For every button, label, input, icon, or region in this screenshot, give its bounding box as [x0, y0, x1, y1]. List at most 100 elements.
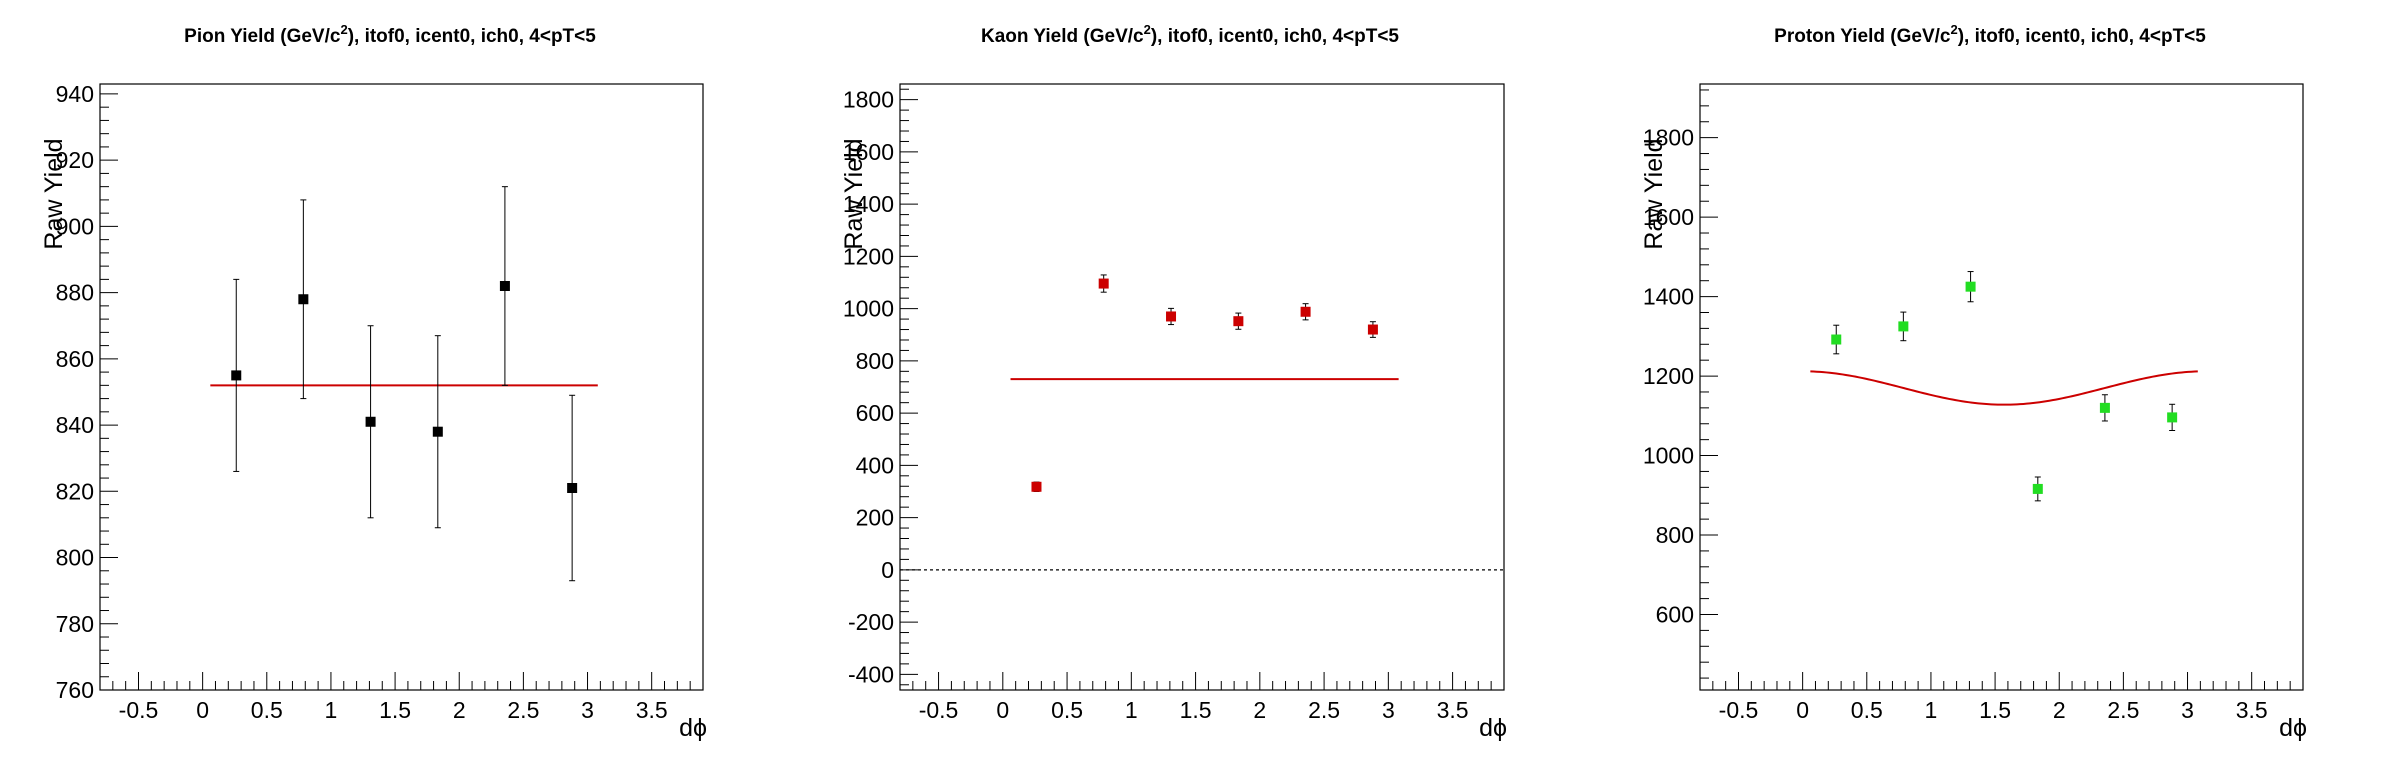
data-point: [2167, 412, 2178, 423]
plot-frame: [99, 83, 704, 691]
y-tick-label: 820: [56, 478, 94, 504]
chart-title-superscript: 2: [1950, 22, 1957, 37]
y-tick-label: 880: [56, 280, 94, 306]
plot-frame: [899, 83, 1505, 691]
y-tick-label: 800: [856, 348, 894, 374]
y-tick-label: 200: [856, 505, 894, 531]
chart-title-part: Pion Yield (GeV/c: [184, 26, 341, 47]
x-tick-label: 0: [196, 697, 209, 723]
x-tick-label: 3: [2181, 697, 2194, 723]
chart-title: Pion Yield (GeV/c2), itof0, icent0, ich0…: [184, 22, 596, 47]
y-tick-label: 600: [856, 400, 894, 426]
y-tick-label: 840: [56, 412, 94, 438]
y-tick-label: 900: [56, 213, 94, 239]
plot-frame: [1699, 83, 2304, 691]
data-point: [1300, 306, 1311, 317]
y-tick-label: 400: [856, 452, 894, 478]
y-tick-label: 940: [56, 81, 94, 107]
chart-title-superscript: 2: [340, 22, 347, 37]
x-tick-label: 3.5: [2236, 697, 2268, 723]
data-point: [1898, 321, 1909, 332]
chart-title-superscript: 2: [1144, 22, 1151, 37]
chart-title-part: Kaon Yield (GeV/c: [981, 26, 1144, 47]
y-tick-label: 800: [1656, 522, 1694, 548]
data-point: [298, 294, 309, 305]
x-tick-label: 2: [2053, 697, 2066, 723]
y-tick-label: 600: [1656, 601, 1694, 627]
y-tick-label: 860: [56, 346, 94, 372]
data-point: [1965, 281, 1976, 292]
chart-title-part: ), itof0, icent0, ich0, 4<pT<5: [1958, 26, 2207, 47]
y-tick-label: 0: [881, 557, 894, 583]
data-point: [1367, 324, 1378, 335]
chart-title: Kaon Yield (GeV/c2), itof0, icent0, ich0…: [981, 22, 1399, 47]
x-tick-label: 3.5: [636, 697, 668, 723]
x-tick-label: 1.5: [379, 697, 411, 723]
chart-panel-2: Kaon Yield (GeV/c2), itof0, icent0, ich0…: [840, 22, 1507, 742]
y-axis-label: Raw Yield: [40, 138, 68, 249]
y-tick-label: -200: [848, 609, 894, 635]
y-tick-label: 1000: [1643, 443, 1694, 469]
data-point: [365, 416, 376, 427]
x-tick-label: 2: [453, 697, 466, 723]
x-tick-label: 0.5: [1851, 697, 1883, 723]
y-tick-label: 760: [56, 677, 94, 703]
data-point: [432, 426, 443, 437]
x-tick-label: 1: [325, 697, 338, 723]
x-tick-label: 3.5: [1437, 697, 1469, 723]
y-tick-label: 1600: [843, 139, 894, 165]
y-tick-label: 780: [56, 611, 94, 637]
x-tick-label: -0.5: [1719, 697, 1759, 723]
x-tick-label: 0: [1796, 697, 1809, 723]
chart-title-part: Proton Yield (GeV/c: [1774, 26, 1951, 47]
y-axis-label: Raw Yield: [840, 138, 868, 249]
chart-title-part: ), itof0, icent0, ich0, 4<pT<5: [348, 26, 597, 47]
y-tick-label: 1200: [843, 243, 894, 269]
y-tick-label: 920: [56, 147, 94, 173]
x-tick-label: -0.5: [119, 697, 159, 723]
x-tick-label: 2.5: [1308, 697, 1340, 723]
chart-title-part: ), itof0, icent0, ich0, 4<pT<5: [1151, 26, 1400, 47]
y-tick-label: 800: [56, 545, 94, 571]
x-tick-label: 1.5: [1979, 697, 2011, 723]
x-tick-label: 0: [996, 697, 1009, 723]
data-point: [1098, 278, 1109, 289]
x-tick-label: 2.5: [507, 697, 539, 723]
chart-panel-3: Proton Yield (GeV/c2), itof0, icent0, ic…: [1640, 22, 2307, 742]
data-point: [1166, 311, 1177, 322]
x-tick-label: 0.5: [251, 697, 283, 723]
y-tick-label: 1200: [1643, 363, 1694, 389]
data-point: [499, 281, 510, 291]
x-tick-label: 1: [1925, 697, 1938, 723]
x-tick-label: 1.5: [1180, 697, 1212, 723]
fit-curve: [1810, 370, 2198, 406]
x-tick-label: 3: [1382, 697, 1395, 723]
y-tick-label: 1000: [843, 296, 894, 322]
x-tick-label: 2: [1253, 697, 1266, 723]
chart-panel-1: Pion Yield (GeV/c2), itof0, icent0, ich0…: [40, 22, 707, 742]
y-axis-label: Raw Yield: [1640, 138, 1668, 249]
y-tick-label: 1400: [1643, 284, 1694, 310]
x-tick-label: -0.5: [919, 697, 959, 723]
chart-title: Proton Yield (GeV/c2), itof0, icent0, ic…: [1774, 22, 2206, 47]
y-tick-label: -400: [848, 661, 894, 687]
x-axis-label: dϕ: [1479, 714, 1507, 742]
data-point: [567, 483, 578, 493]
x-tick-label: 1: [1125, 697, 1138, 723]
y-tick-label: 1800: [1643, 125, 1694, 151]
data-point: [2032, 483, 2043, 494]
x-tick-label: 3: [581, 697, 594, 723]
x-axis-label: dϕ: [2279, 714, 2307, 742]
data-point: [1031, 481, 1042, 492]
y-tick-label: 1800: [843, 87, 894, 113]
y-tick-label: 1400: [843, 191, 894, 217]
x-axis-label: dϕ: [679, 714, 707, 742]
x-tick-label: 0.5: [1051, 697, 1083, 723]
y-tick-label: 1600: [1643, 204, 1694, 230]
data-point: [2099, 402, 2110, 413]
data-point: [1831, 334, 1842, 345]
data-point: [231, 370, 242, 381]
x-tick-label: 2.5: [2107, 697, 2139, 723]
